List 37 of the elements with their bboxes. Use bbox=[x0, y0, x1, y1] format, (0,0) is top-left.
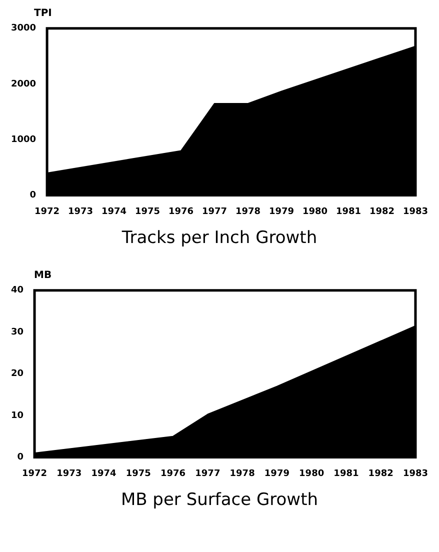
y-tick-label: 2000 bbox=[10, 79, 36, 90]
x-tick-label: 1972 bbox=[34, 206, 60, 217]
x-tick-label: 1978 bbox=[230, 468, 255, 479]
x-tick-label: 1981 bbox=[334, 468, 359, 479]
text: MB per Surface Growth bbox=[120, 490, 320, 510]
x-tick-label: 1974 bbox=[102, 206, 127, 217]
x-tick-label: 1972 bbox=[22, 468, 48, 479]
x-tick-label: 1973 bbox=[68, 206, 94, 217]
x-tick-label: 1979 bbox=[264, 468, 290, 479]
y-tick-label: 20 bbox=[10, 369, 24, 380]
y-tick-label: 1000 bbox=[10, 134, 36, 145]
x-tick-label: 1976 bbox=[160, 468, 186, 479]
x-tick-label: 1975 bbox=[126, 468, 151, 479]
x-tick-label: 1980 bbox=[299, 468, 324, 479]
y-tick-label: 0 bbox=[30, 190, 36, 201]
x-tick-label: 1975 bbox=[135, 206, 160, 217]
x-tick-label: 1973 bbox=[56, 468, 82, 479]
y-tick-label: 30 bbox=[10, 327, 24, 338]
x-tick-label: 1982 bbox=[369, 206, 395, 217]
x-tick-label: 1983 bbox=[402, 468, 428, 479]
x-tick-label: 1978 bbox=[235, 206, 261, 217]
x-tick-label: 1977 bbox=[195, 468, 220, 479]
y-axis-title: TPI bbox=[33, 8, 53, 20]
x-tick-label: 1983 bbox=[402, 206, 428, 217]
y-tick-label: 0 bbox=[17, 452, 24, 463]
x-tick-label: 1977 bbox=[202, 206, 228, 217]
y-tick-label: 10 bbox=[10, 410, 24, 421]
x-tick-label: 1980 bbox=[302, 206, 328, 217]
text: Tracks per Inch Growth bbox=[120, 228, 318, 248]
y-axis-title: MB bbox=[33, 270, 53, 282]
y-tick-label: 40 bbox=[10, 286, 24, 296]
x-tick-label: 1982 bbox=[368, 468, 394, 479]
x-tick-label: 1981 bbox=[336, 206, 362, 217]
x-tick-label: 1979 bbox=[268, 206, 294, 217]
x-tick-label: 1974 bbox=[91, 468, 116, 479]
x-tick-label: 1976 bbox=[168, 206, 194, 217]
y-tick-label: 3000 bbox=[10, 24, 36, 34]
